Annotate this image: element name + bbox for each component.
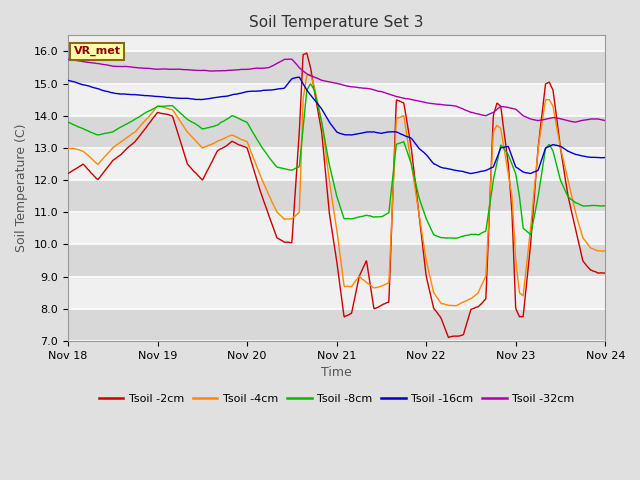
Bar	[68, 51, 605, 84]
Bar	[68, 309, 605, 341]
Bar	[68, 116, 605, 148]
Text: VR_met: VR_met	[74, 46, 120, 56]
Bar	[68, 244, 605, 276]
X-axis label: Time: Time	[321, 366, 352, 379]
Y-axis label: Soil Temperature (C): Soil Temperature (C)	[15, 124, 28, 252]
Legend: Tsoil -2cm, Tsoil -4cm, Tsoil -8cm, Tsoil -16cm, Tsoil -32cm: Tsoil -2cm, Tsoil -4cm, Tsoil -8cm, Tsoi…	[94, 389, 579, 408]
Title: Soil Temperature Set 3: Soil Temperature Set 3	[250, 15, 424, 30]
Bar	[68, 180, 605, 212]
